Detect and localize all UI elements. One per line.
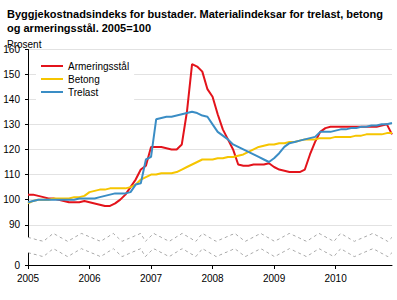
svg-text:og armeringsstål. 2005=100: og armeringsstål. 2005=100	[7, 22, 151, 34]
svg-text:110: 110	[4, 169, 20, 180]
svg-text:2008: 2008	[201, 273, 224, 284]
svg-text:Betong: Betong	[68, 74, 100, 85]
svg-text:150: 150	[3, 69, 20, 80]
svg-text:130: 130	[3, 119, 20, 130]
svg-text:90: 90	[9, 219, 21, 230]
svg-text:2009: 2009	[263, 273, 286, 284]
svg-text:Trelast: Trelast	[68, 87, 98, 98]
svg-text:Armeringsstål: Armeringsstål	[68, 61, 129, 72]
svg-text:Byggjekostnadsindeks for busta: Byggjekostnadsindeks for bustader. Mater…	[7, 8, 386, 20]
svg-text:100: 100	[3, 194, 20, 205]
svg-text:120: 120	[3, 144, 20, 155]
svg-text:2005: 2005	[17, 273, 40, 284]
svg-text:0: 0	[14, 260, 20, 271]
svg-text:2010: 2010	[324, 273, 347, 284]
svg-text:Prosent: Prosent	[7, 39, 42, 50]
svg-text:2007: 2007	[140, 273, 163, 284]
svg-text:2006: 2006	[78, 273, 101, 284]
svg-text:140: 140	[3, 94, 20, 105]
